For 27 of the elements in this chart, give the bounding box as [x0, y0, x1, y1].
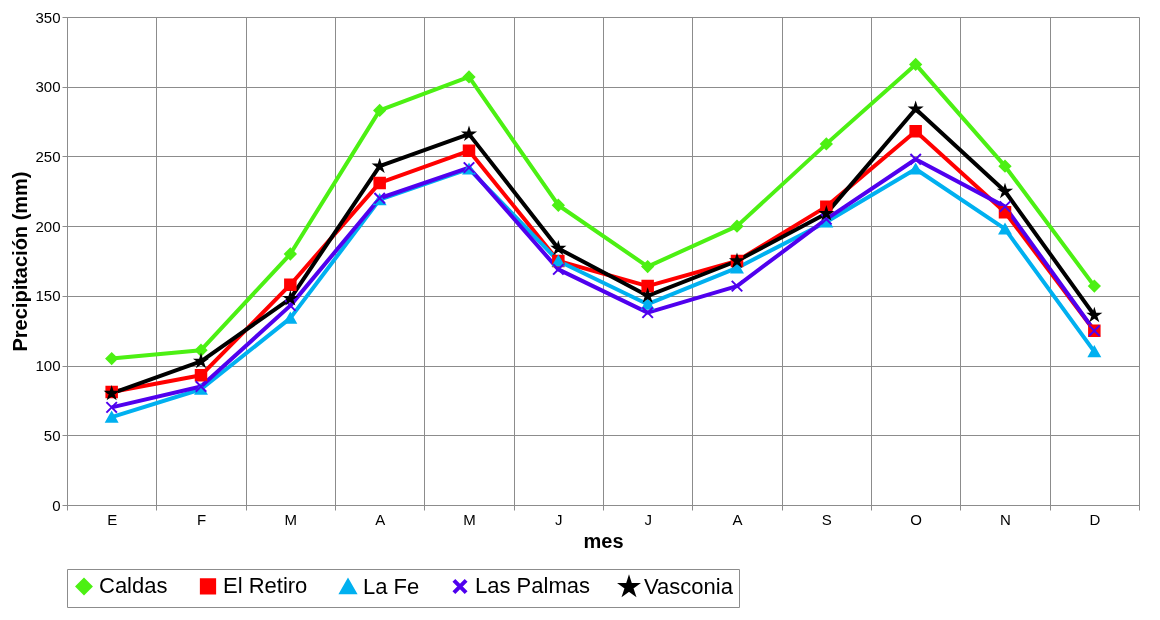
- legend-label: Caldas: [99, 573, 168, 599]
- x-axis-title: mes: [583, 529, 624, 552]
- x-tick-label: J: [555, 510, 563, 528]
- x-tick-label: D: [1089, 510, 1101, 528]
- legend-label: El Retiro: [223, 573, 308, 599]
- y-tick-label: 0: [52, 496, 61, 514]
- y-axis-title: Precipitación (mm): [9, 171, 32, 352]
- x-tick-label: N: [1000, 510, 1011, 528]
- x-tick-label: M: [284, 510, 298, 528]
- y-tick-label: 200: [35, 217, 61, 235]
- x-tick-label: M: [463, 510, 476, 528]
- legend-label: Las Palmas: [475, 573, 590, 599]
- y-tick-label: 150: [35, 287, 61, 305]
- y-tick-label: 250: [35, 147, 61, 165]
- y-tick-label: 100: [35, 357, 61, 375]
- y-tick-label: 350: [35, 8, 61, 26]
- legend-label: Vasconia: [644, 574, 734, 600]
- x-tick-label: E: [107, 510, 118, 528]
- y-tick-label: 300: [35, 78, 61, 96]
- y-tick-label: 50: [43, 426, 61, 444]
- x-tick-label: O: [910, 510, 922, 528]
- x-tick-label: A: [375, 510, 386, 528]
- x-tick-label: F: [196, 510, 207, 528]
- x-tick-label: S: [821, 510, 832, 528]
- x-tick-label: J: [644, 510, 652, 528]
- legend-label: La Fe: [363, 573, 420, 599]
- x-tick-label: A: [732, 510, 743, 528]
